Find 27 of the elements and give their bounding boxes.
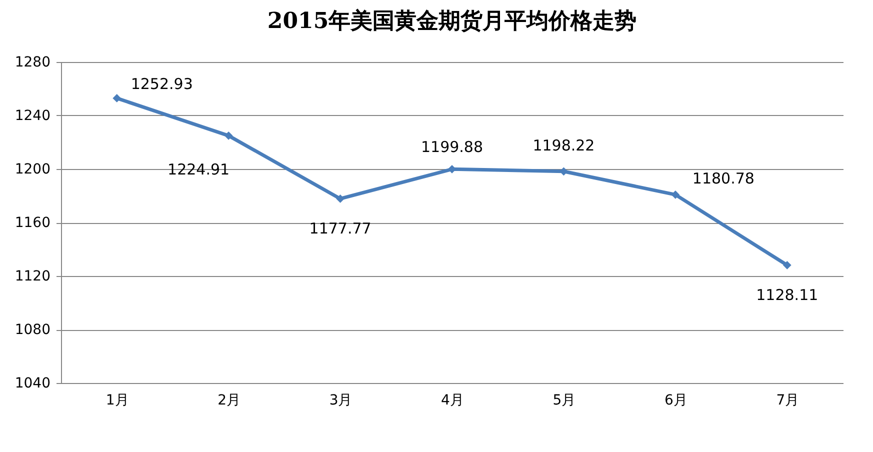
point [782,260,792,270]
y-tick-label: 1240 [14,108,50,124]
x-tick-label: 5月 [552,392,576,408]
data-label: 1180.78 [692,170,754,188]
data-label: 1199.88 [420,138,484,156]
point [112,94,122,102]
data-label: 1177.77 [309,220,372,238]
x-tick-label: 7月 [776,392,800,408]
y-tick-label: 1200 [14,162,50,178]
data-label: 1252.93 [130,75,193,94]
y-tick-label: 1280 [14,54,50,70]
data-label: 1198.22 [532,136,595,154]
x-tick-label: 2月 [218,392,241,408]
y-tick-label: 1120 [14,268,50,284]
x-tick-label: 1月 [106,392,129,408]
x-tick-label: 6月 [664,392,688,408]
y-tick-label: 1160 [14,215,50,231]
point [336,194,344,203]
data-label: 1224.91 [168,160,230,179]
point [224,132,233,140]
y-tick-label: 1080 [14,322,50,338]
point [671,190,680,199]
y-tick-label: 1040 [14,376,50,392]
x-tick-label: 4月 [441,392,464,408]
x-tick-label: 3月 [329,392,352,408]
chart-title: 2015年美国黄金期货月平均价格走势 [267,8,637,34]
data-label: 1128.11 [756,286,818,304]
